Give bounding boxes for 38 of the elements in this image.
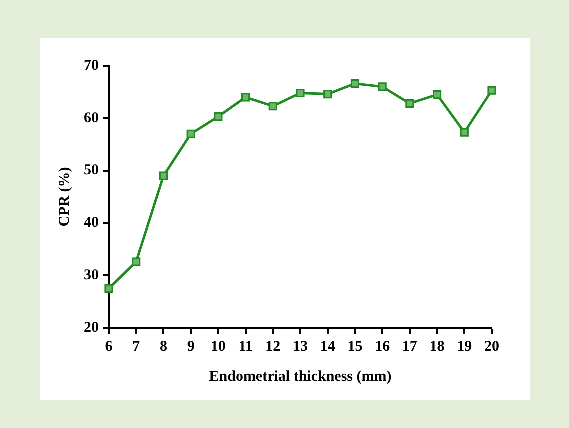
point bbox=[242, 93, 250, 102]
x-tick-label: 7 bbox=[132, 338, 141, 355]
x-tick-label: 20 bbox=[484, 338, 500, 355]
point bbox=[159, 172, 168, 180]
x-axis-title: Endometrial thickness (mm) bbox=[209, 368, 392, 385]
y-tick-label: 60 bbox=[84, 110, 99, 126]
point bbox=[460, 128, 469, 137]
y-axis-title: CPR (%) bbox=[56, 167, 73, 227]
y-tick-label: 70 bbox=[84, 58, 99, 74]
y-tick-label: 20 bbox=[84, 320, 99, 336]
y-tick-label: 50 bbox=[84, 162, 99, 179]
point bbox=[268, 102, 278, 111]
x-tick-label: 18 bbox=[430, 338, 445, 355]
x-tick-label: 16 bbox=[375, 338, 391, 355]
x-tick-label: 15 bbox=[348, 338, 363, 355]
point bbox=[433, 90, 442, 100]
point bbox=[186, 130, 196, 138]
x-tick-label: 6 bbox=[105, 338, 114, 355]
point bbox=[296, 88, 305, 98]
point bbox=[104, 284, 114, 293]
x-tick-label: 14 bbox=[320, 338, 336, 355]
x-tick-label: 19 bbox=[457, 338, 472, 355]
x-tick-label: 12 bbox=[266, 338, 281, 355]
point bbox=[488, 86, 496, 95]
point bbox=[324, 90, 332, 99]
point bbox=[406, 99, 414, 108]
point bbox=[350, 80, 360, 88]
x-tick-label: 9 bbox=[187, 338, 195, 355]
x-tick-label: 11 bbox=[238, 338, 253, 355]
y-tick-label: 30 bbox=[84, 267, 99, 284]
x-tick-label: 8 bbox=[160, 338, 168, 355]
x-tick-label: 10 bbox=[210, 338, 226, 355]
point bbox=[214, 112, 223, 122]
point bbox=[378, 82, 387, 92]
x-tick-label: 13 bbox=[293, 338, 308, 355]
x-tick-label: 17 bbox=[402, 338, 418, 355]
y-tick-label: 40 bbox=[84, 215, 99, 232]
point bbox=[132, 258, 141, 266]
